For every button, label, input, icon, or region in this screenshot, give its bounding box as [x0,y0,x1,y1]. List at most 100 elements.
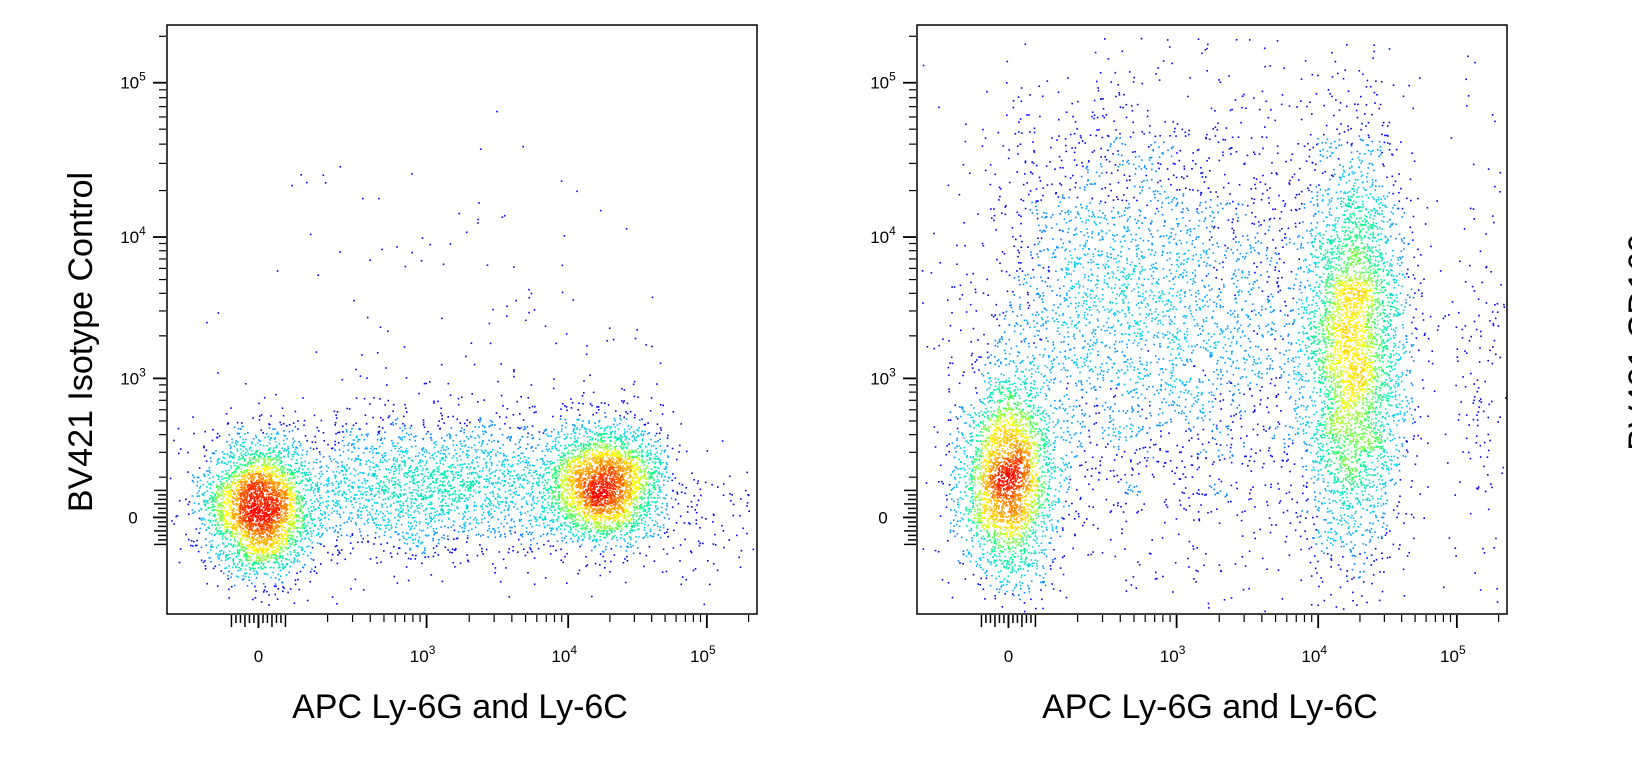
event-dot [654,497,656,499]
event-dot [564,418,567,421]
event-dot [502,452,505,455]
event-dot [517,427,519,429]
event-dot [639,469,642,471]
event-dot [226,545,228,547]
event-dot [660,429,663,431]
event-dot [240,452,243,455]
event-dot [570,531,572,534]
event-dot [551,503,553,505]
event-dot [494,567,497,569]
event-dot [411,534,413,537]
event-dot [366,377,368,379]
event-dot [292,534,294,537]
event-dot [418,452,421,454]
event-dot [179,448,182,450]
event-dot [304,474,307,477]
event-dot [465,454,468,456]
event-dot [384,490,387,493]
event-dot [208,470,210,472]
event-dot [645,554,648,557]
event-dot [505,502,507,504]
event-dot [266,554,269,556]
event-dot [628,522,631,524]
event-dot [410,470,412,472]
event-dot [608,436,610,439]
event-dot [458,489,461,492]
event-dot [325,465,328,467]
event-dot [213,506,216,508]
event-dot [234,565,237,568]
event-dot [527,510,529,513]
event-dot [476,554,479,557]
event-dot [381,456,384,459]
event-dot [707,560,709,562]
event-dot [654,501,656,503]
event-dot [416,532,418,535]
event-dot [589,443,591,445]
event-dot [394,470,396,473]
event-dot [306,478,308,481]
event-dot [280,452,282,455]
event-dot [446,535,449,537]
event-dot [303,497,306,500]
event-dot [305,489,307,492]
event-dot [441,418,443,420]
event-dot [546,489,548,492]
event-dot [358,447,360,450]
event-dot [528,288,530,291]
event-dot [364,447,367,450]
event-dot [613,417,616,420]
event-dot [628,536,631,538]
event-dot [407,521,410,524]
event-dot [609,436,612,438]
event-dot [256,573,259,575]
event-dot [410,502,413,505]
event-dot [647,443,650,446]
event-dot [403,475,406,477]
event-dot [401,450,403,452]
event-dot [543,511,545,513]
event-dot [570,433,573,435]
event-dot [680,583,682,586]
event-dot [487,529,489,532]
event-dot [299,496,302,498]
event-dot [185,498,187,501]
event-dot [302,475,304,478]
event-dot [390,504,392,506]
event-dot [556,527,558,530]
event-dot [399,504,401,506]
event-dot [205,544,207,547]
event-dot [281,470,284,472]
event-dot [275,555,278,557]
event-dot [402,502,405,504]
event-dot [662,548,665,551]
event-dot [218,517,221,520]
event-dot [536,482,538,485]
event-dot [324,182,327,184]
event-dot [521,533,524,535]
event-dot [225,477,228,479]
event-dot [666,513,669,516]
event-dot [441,317,443,320]
event-dot [291,184,293,187]
event-dot [399,450,402,453]
event-dot [324,511,326,514]
event-dot [236,421,239,424]
event-dot [225,413,228,415]
event-dot [578,538,580,540]
event-dot [433,517,435,519]
event-dot [444,495,447,498]
event-dot [360,517,363,520]
event-dot [554,497,557,499]
event-dot [249,463,251,465]
event-dot [297,428,299,430]
event-dot [222,514,225,516]
event-dot [224,532,227,534]
event-dot [673,529,675,532]
event-dot [297,526,299,529]
event-dot [341,464,343,467]
event-dot [378,487,380,490]
event-dot [429,496,431,499]
event-dot [379,511,382,513]
event-dot [383,550,385,552]
